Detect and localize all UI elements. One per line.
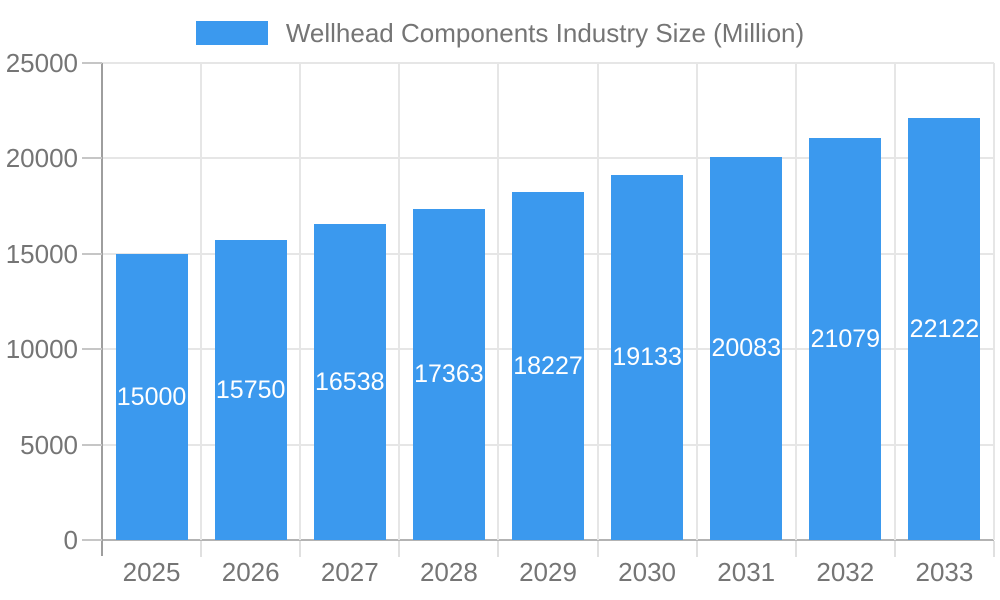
vertical-gridline (695, 63, 698, 540)
y-axis-tick (82, 157, 102, 160)
x-axis-tick (993, 541, 995, 557)
x-axis-label: 2026 (221, 557, 280, 587)
bar-value-label: 20083 (711, 334, 781, 363)
x-axis-tick (299, 541, 302, 557)
bar-2025 (115, 253, 188, 540)
y-axis-label: 20000 (5, 143, 78, 174)
bar-value-label: 21079 (810, 324, 881, 353)
horizontal-gridline (102, 157, 994, 160)
x-axis-label: 2031 (717, 557, 776, 587)
vertical-gridline (893, 63, 896, 540)
bar-value-label: 19133 (612, 343, 682, 372)
bar-value-label: 17363 (414, 360, 484, 389)
x-axis-label: 2032 (816, 557, 875, 587)
x-axis-label: 2033 (915, 557, 974, 587)
vertical-gridline (497, 63, 500, 540)
x-axis-label: 2025 (122, 557, 181, 587)
x-axis-tick (200, 541, 203, 557)
legend-swatch (195, 21, 268, 45)
x-axis-label: 2028 (419, 557, 478, 587)
bar-value-label: 15000 (116, 382, 187, 411)
y-axis-label: 10000 (5, 334, 78, 365)
bar-2033 (908, 117, 981, 540)
bar-value-label: 16538 (315, 368, 385, 397)
bar-value-label: 18227 (513, 352, 583, 381)
y-axis-label: 25000 (5, 48, 78, 78)
chart-title: Wellhead Components Industry Size (Milli… (285, 17, 805, 48)
vertical-gridline (794, 63, 797, 540)
horizontal-gridline (102, 62, 994, 64)
bar-2031 (710, 156, 783, 540)
x-axis-tick (497, 541, 500, 557)
bar-value-label: 15750 (215, 375, 286, 404)
x-axis-tick (794, 541, 797, 557)
x-axis-label: 2029 (519, 557, 577, 587)
bar-2028 (412, 208, 485, 540)
vertical-gridline (299, 63, 302, 540)
y-axis-tick (82, 252, 102, 255)
x-axis-tick (893, 541, 896, 557)
y-axis-tick (82, 62, 102, 64)
plot-area: 15000 15750 16538 17363 18227 19133 20083 21079… (102, 62, 995, 541)
y-axis-label: 15000 (5, 238, 78, 269)
bar-2026 (214, 239, 287, 540)
y-axis-label: 5000 (20, 429, 78, 460)
bar-2030 (611, 174, 684, 540)
bar-2029 (512, 192, 584, 540)
vertical-gridline (398, 63, 401, 540)
x-axis-tick (398, 541, 401, 557)
bar-2032 (809, 137, 882, 540)
x-axis-label: 2027 (320, 557, 379, 587)
x-axis-tick (695, 541, 698, 557)
x-axis-baseline (102, 539, 994, 541)
vertical-gridline (993, 63, 995, 540)
y-axis-tick (82, 443, 102, 446)
x-axis-tick (596, 541, 599, 557)
y-axis-line (101, 63, 103, 556)
legend: Wellhead Components Industry Size (Milli… (0, 18, 1000, 48)
y-axis-tick (82, 539, 102, 541)
vertical-gridline (596, 63, 599, 540)
bar-2027 (313, 224, 386, 540)
y-axis-label: 0 (63, 525, 78, 555)
bar-value-label: 22122 (909, 314, 980, 343)
y-axis-tick (82, 348, 102, 351)
x-axis-label: 2030 (618, 557, 677, 587)
vertical-gridline (200, 63, 203, 540)
